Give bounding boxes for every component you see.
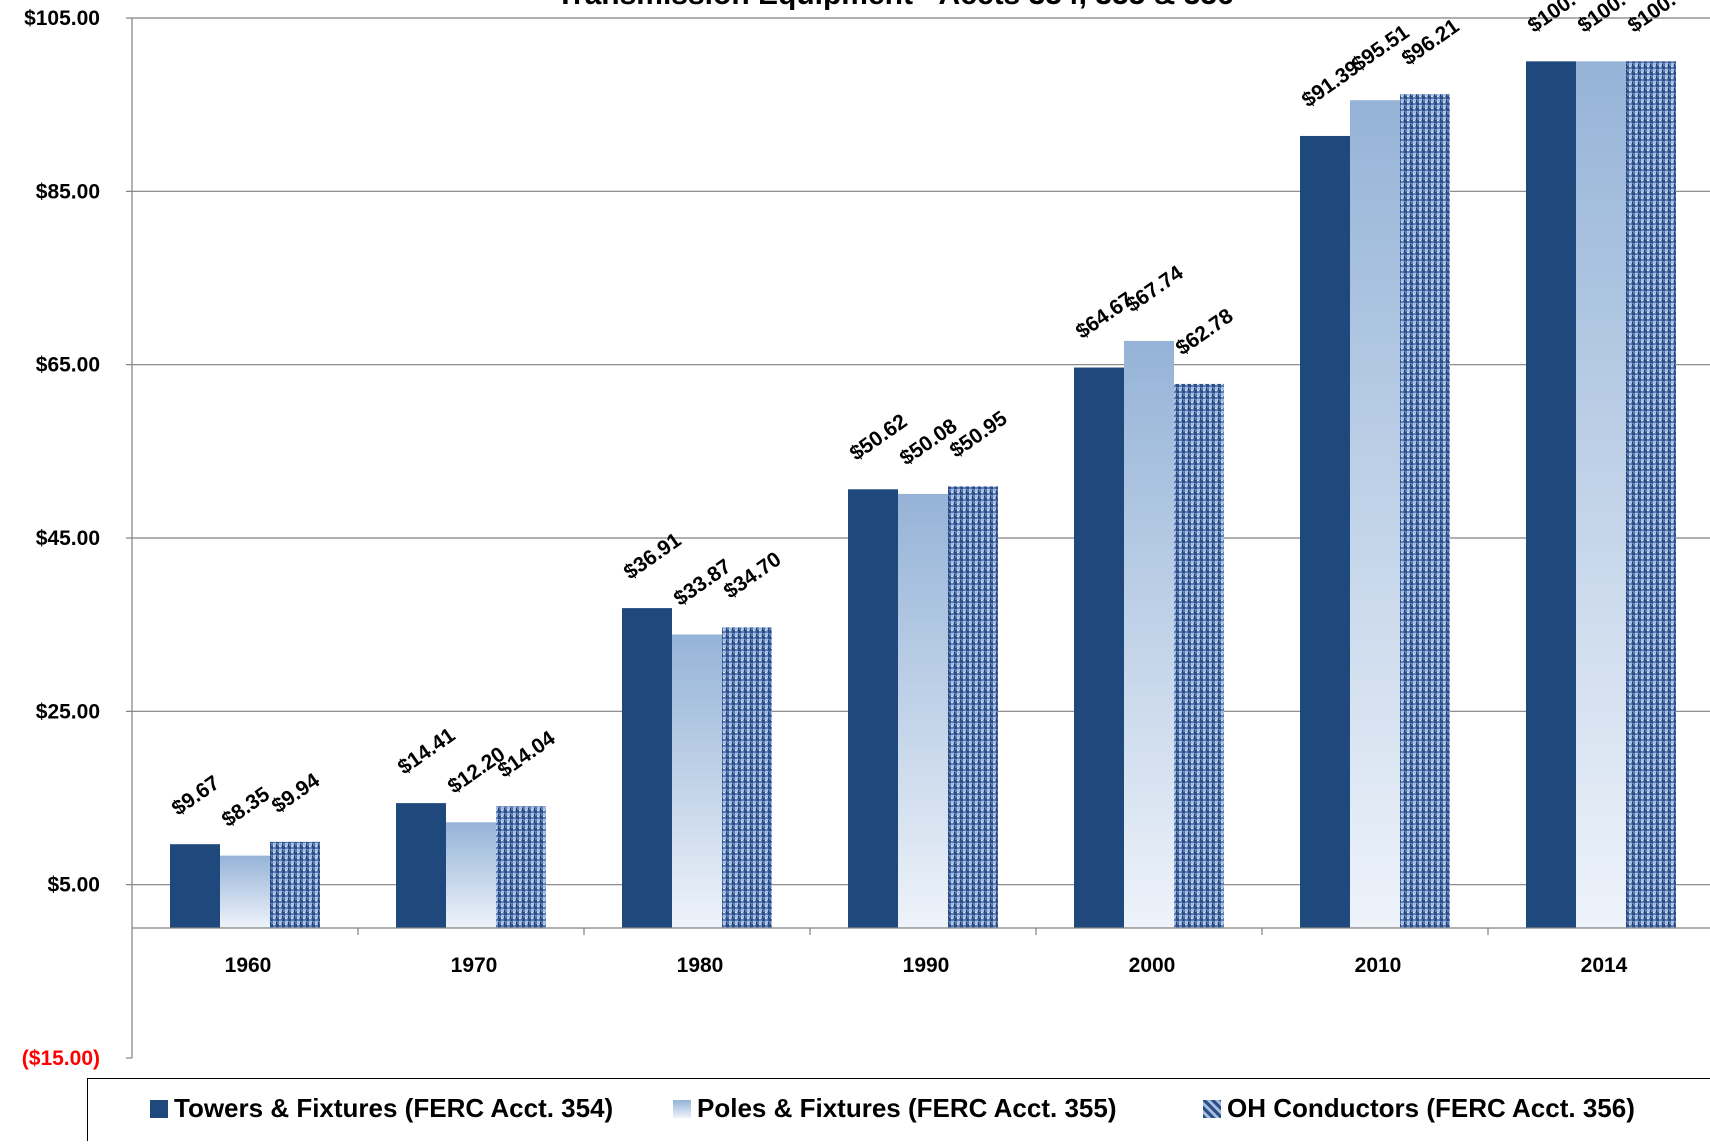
y-tick-label: $5.00	[47, 874, 100, 897]
x-tick-label: 1980	[677, 954, 724, 977]
y-tick-label: $45.00	[36, 527, 100, 550]
bar-poles	[1576, 61, 1626, 929]
y-tick-label: $85.00	[36, 180, 100, 203]
data-label: $62.78	[1172, 304, 1238, 360]
data-label: $36.91	[620, 528, 686, 584]
bar-poles	[220, 855, 270, 928]
data-label: $9.94	[268, 769, 325, 818]
y-tick-label: $25.00	[36, 700, 100, 723]
legend-swatch-poles	[673, 1099, 691, 1118]
legend-label-conductors: OH Conductors (FERC Acct. 356)	[1227, 1093, 1635, 1123]
legend-item-conductors: OH Conductors (FERC Acct. 356)	[1203, 1093, 1635, 1124]
x-tick-label: 2000	[1129, 954, 1176, 977]
y-tick-label: ($15.00)	[22, 1047, 100, 1070]
bar-poles	[446, 822, 496, 928]
legend-item-towers: Towers & Fixtures (FERC Acct. 354)	[150, 1093, 613, 1124]
chart-legend: Towers & Fixtures (FERC Acct. 354) Poles…	[87, 1078, 1710, 1141]
bar-towers	[170, 844, 220, 928]
bar-poles	[672, 634, 722, 928]
data-label: $8.35	[218, 783, 275, 832]
legend-label-towers: Towers & Fixtures (FERC Acct. 354)	[174, 1093, 614, 1123]
bar-towers	[396, 803, 446, 928]
bar-towers	[622, 608, 672, 928]
data-label: $100.	[1574, 0, 1630, 37]
bar-conductors	[1626, 61, 1676, 929]
legend-label-poles: Poles & Fixtures (FERC Acct. 355)	[697, 1093, 1117, 1123]
data-label: $100.	[1524, 0, 1580, 37]
x-tick-label: 1970	[451, 954, 498, 977]
x-tick-label: 1990	[903, 954, 950, 977]
data-label: $14.41	[394, 723, 460, 779]
x-tick-label: 2014	[1581, 954, 1628, 977]
bar-towers	[848, 489, 898, 928]
data-label: $100.	[1624, 0, 1680, 37]
data-label: $9.67	[168, 771, 224, 820]
data-label: $67.74	[1122, 261, 1188, 317]
bar-towers	[1074, 367, 1124, 928]
bar-towers	[1526, 61, 1576, 929]
bar-poles	[1124, 340, 1174, 928]
bar-conductors	[1400, 94, 1450, 929]
chart-title: Transmission Equipment - Accts 354, 355 …	[556, 0, 1234, 11]
bar-poles	[898, 493, 948, 928]
bar-conductors	[722, 627, 772, 928]
bar-conductors	[1174, 383, 1224, 928]
bar-conductors	[948, 486, 998, 928]
y-tick-label: $105.00	[24, 7, 100, 30]
bar-conductors	[270, 841, 320, 928]
bar-conductors	[496, 806, 546, 928]
x-tick-label: 1960	[225, 954, 272, 977]
legend-item-poles: Poles & Fixtures (FERC Acct. 355)	[673, 1093, 1117, 1124]
bar-towers	[1300, 135, 1350, 928]
y-tick-label: $65.00	[36, 354, 100, 377]
bar-poles	[1350, 100, 1400, 929]
legend-swatch-conductors	[1203, 1099, 1221, 1118]
x-tick-label: 2010	[1355, 954, 1402, 977]
legend-swatch-towers	[150, 1099, 168, 1118]
